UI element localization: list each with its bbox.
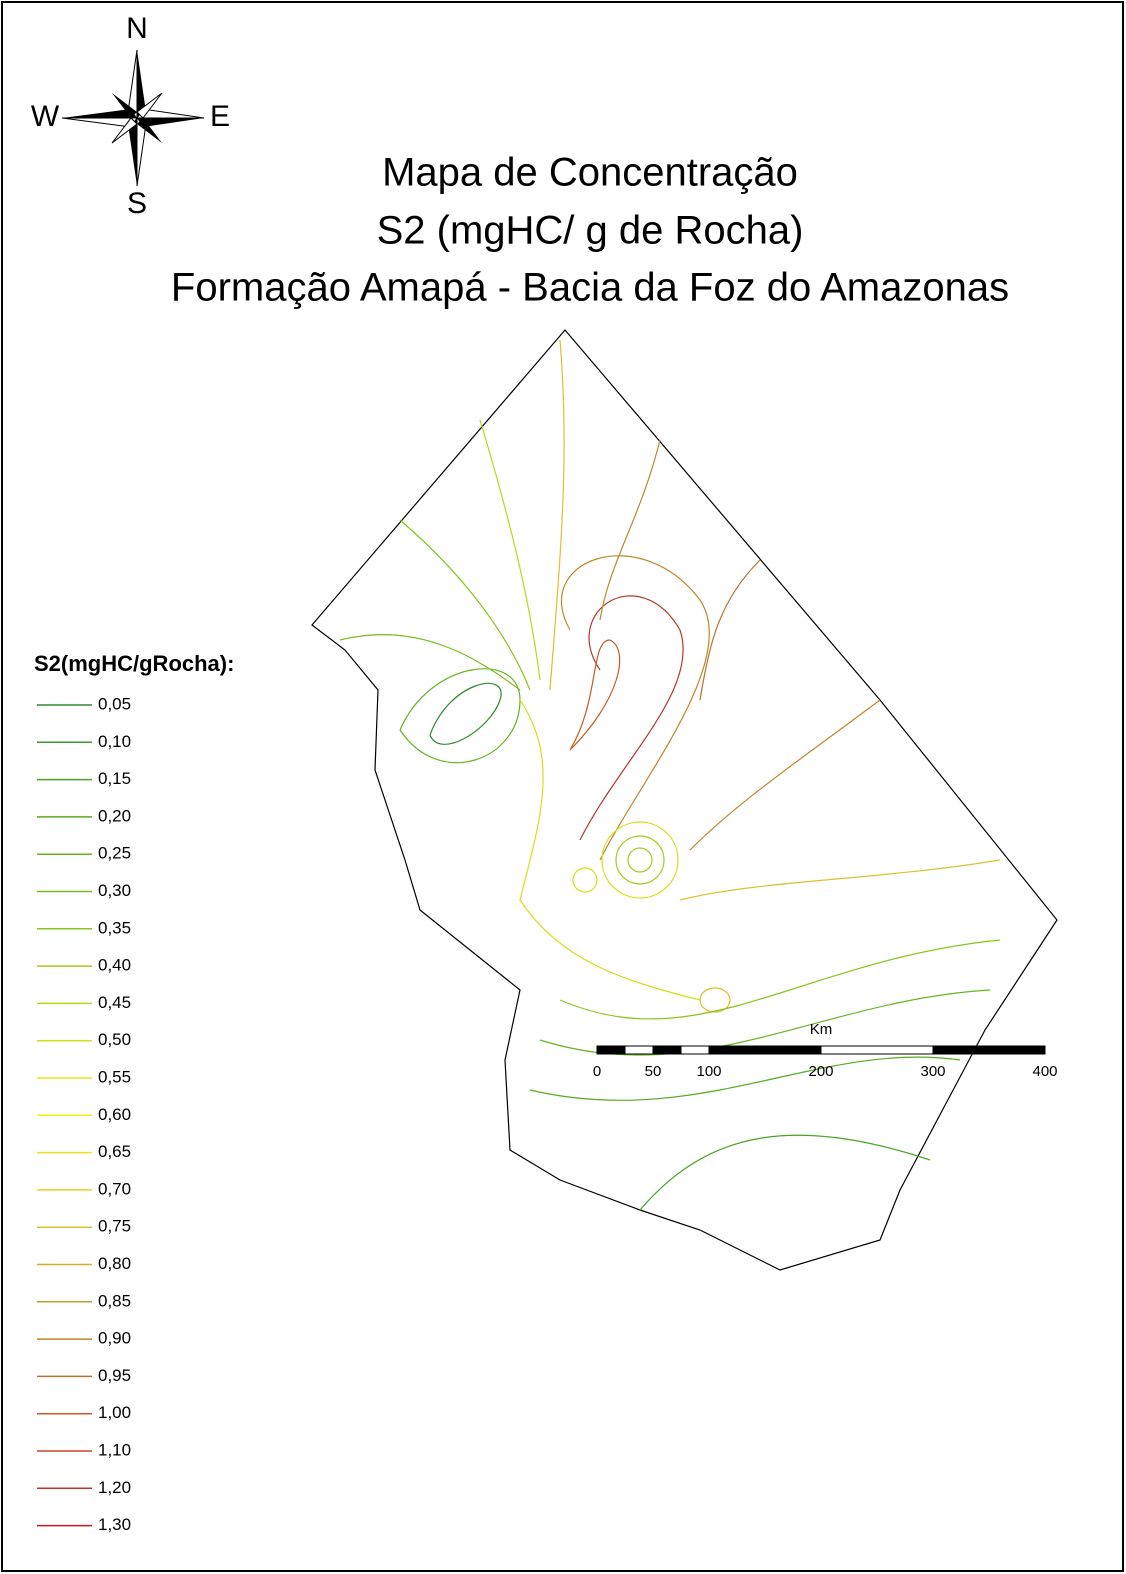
title-line: Formação Amapá - Bacia da Foz do Amazona… — [171, 266, 1009, 310]
scale-segment — [625, 1046, 653, 1054]
scale-segment — [821, 1046, 933, 1054]
scale-segment — [933, 1046, 1045, 1054]
legend-label: 0,90 — [98, 1329, 131, 1348]
compass-s: S — [127, 187, 147, 220]
scale-label: 300 — [920, 1063, 945, 1080]
legend-label: 0,15 — [98, 769, 131, 788]
legend-title: S2(mgHC/gRocha): — [34, 651, 234, 676]
scale-label: 0 — [593, 1063, 601, 1080]
legend-label: 0,95 — [98, 1366, 131, 1385]
scale-unit: Km — [810, 1021, 833, 1038]
scale-segment — [597, 1046, 625, 1054]
legend-label: 0,55 — [98, 1067, 131, 1086]
scale-segment — [709, 1046, 821, 1054]
legend-label: 0,75 — [98, 1217, 131, 1236]
legend-label: 0,25 — [98, 844, 131, 863]
legend-label: 0,40 — [98, 956, 131, 975]
legend-label: 0,30 — [98, 881, 131, 900]
legend-label: 0,80 — [98, 1254, 131, 1273]
title-line: Mapa de Concentração — [382, 151, 798, 195]
title-line: S2 (mgHC/ g de Rocha) — [377, 209, 804, 253]
scale-segment — [681, 1046, 709, 1054]
legend-label: 0,65 — [98, 1142, 131, 1161]
compass-w: W — [31, 100, 60, 133]
compass-n: N — [126, 12, 148, 45]
legend-label: 0,85 — [98, 1291, 131, 1310]
legend-label: 0,05 — [98, 694, 131, 713]
legend-label: 0,50 — [98, 1030, 131, 1049]
map-page: N S W E Mapa de Concentração S2 (mgHC/ g… — [0, 0, 1126, 1574]
legend-label: 1,30 — [98, 1515, 131, 1534]
scale-label: 50 — [645, 1063, 662, 1080]
scale-label: 100 — [696, 1063, 721, 1080]
scale-label: 400 — [1032, 1063, 1057, 1080]
scale-segment — [653, 1046, 681, 1054]
legend-label: 0,10 — [98, 732, 131, 751]
legend-label: 1,00 — [98, 1403, 131, 1422]
legend-label: 1,10 — [98, 1440, 131, 1459]
legend-label: 0,60 — [98, 1105, 131, 1124]
legend-label: 1,20 — [98, 1478, 131, 1497]
compass-e: E — [210, 100, 230, 133]
legend-label: 0,20 — [98, 806, 131, 825]
scale-label: 200 — [808, 1063, 833, 1080]
legend-label: 0,45 — [98, 993, 131, 1012]
legend-label: 0,70 — [98, 1179, 131, 1198]
legend-label: 0,35 — [98, 918, 131, 937]
